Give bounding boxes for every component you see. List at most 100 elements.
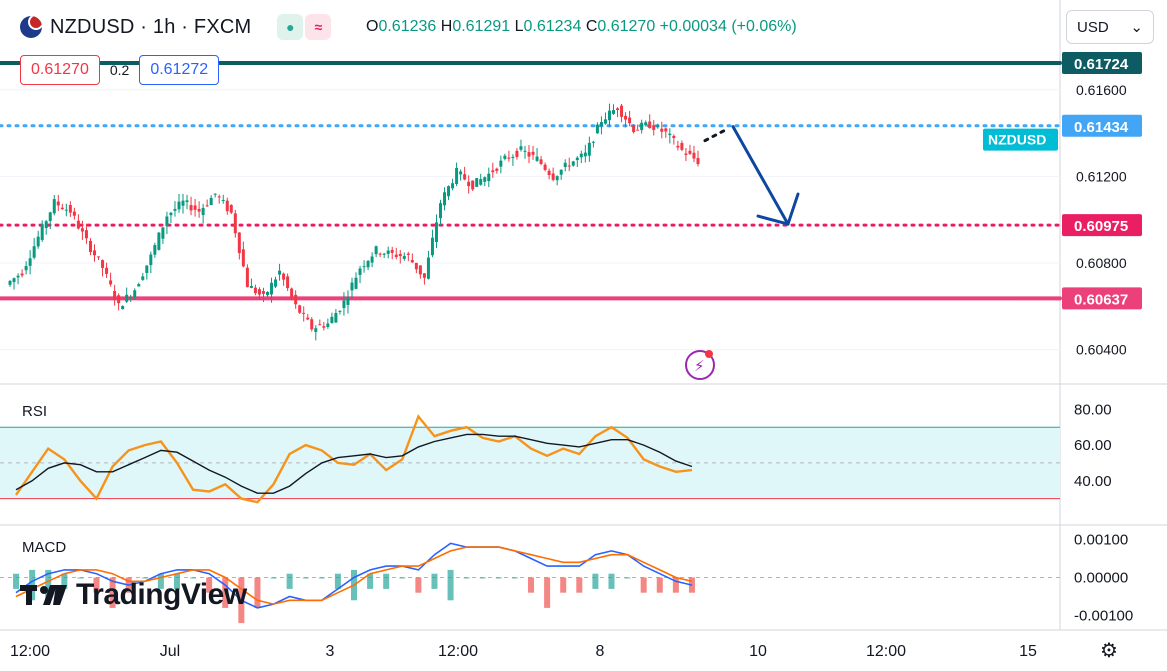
projection-arrow-head [756, 192, 800, 226]
rsi-tick-label: 40.00 [1074, 473, 1112, 490]
rsi-line [15, 414, 693, 504]
macd-histogram-bar [93, 577, 100, 593]
candle-body [278, 270, 282, 275]
candle-body [44, 221, 48, 229]
candle-body [20, 273, 24, 276]
candle-body [28, 258, 32, 266]
candle-body [479, 179, 483, 185]
candle-body [8, 280, 12, 285]
candle-body [145, 265, 149, 273]
time-tick-label: 3 [326, 643, 335, 660]
tradingview-logo[interactable]: TradingView [20, 578, 247, 612]
candle-body [571, 161, 575, 166]
candle-body [467, 181, 471, 187]
wave-icon: ≈ [305, 14, 332, 40]
candle-body [591, 141, 595, 143]
macd-histogram-bar [672, 577, 679, 593]
ohlc-readout: O0.61236 H0.61291 L0.61234 C0.61270 +0.0… [366, 18, 797, 35]
candle-body [68, 204, 72, 213]
candle-body [298, 305, 302, 313]
candle-body [346, 297, 350, 305]
macd-histogram-bar [45, 569, 52, 601]
candle-body [587, 142, 591, 156]
candle-body [603, 119, 607, 124]
candle-body [80, 228, 84, 232]
macd-histogram-bar [206, 577, 213, 593]
grid [0, 0, 1167, 631]
sell-button[interactable]: 0.61270 [20, 55, 100, 85]
candle-body [358, 268, 362, 275]
macd-tick-label: 0.00000 [1074, 570, 1128, 587]
low-value: 0.61234 [523, 18, 582, 35]
candle-body [121, 306, 125, 310]
candle-body [290, 288, 294, 298]
candle-body [197, 208, 201, 212]
candle-body [161, 227, 165, 239]
candle-body [266, 291, 269, 296]
price-level-tag [1062, 51, 1142, 74]
macd-histogram-bar [270, 577, 277, 579]
candle-body [282, 273, 286, 280]
candle-body [97, 256, 101, 258]
candle-body [386, 250, 390, 254]
price-level-tag [1062, 287, 1142, 310]
candle-body [322, 326, 326, 328]
candle-body [434, 222, 438, 243]
candle-body [270, 282, 274, 295]
status-pill[interactable]: ● ≈ [277, 14, 332, 40]
candle-body [443, 192, 447, 206]
candle-body [374, 246, 378, 255]
candle-body [60, 207, 64, 210]
nzd-flag-icon [20, 16, 42, 38]
candle-body [491, 170, 495, 173]
candle-body [16, 275, 20, 278]
rsi-pane: RSI [0, 403, 1060, 504]
candle-body [632, 125, 636, 133]
candle-body [181, 200, 185, 206]
trade-ticket: 0.61270 0.2 0.61272 [20, 55, 220, 85]
buy-button[interactable]: 0.61272 [139, 55, 220, 85]
candle-body [543, 164, 547, 170]
candle-body [459, 171, 463, 175]
macd-histogram-bar [302, 577, 309, 579]
candle-body [101, 260, 105, 268]
macd-histogram-bar [222, 577, 229, 608]
projection-dotted-path [703, 127, 730, 143]
candle-body [483, 177, 487, 182]
time-tick-label: 8 [596, 643, 605, 660]
rsi-ma-line [15, 433, 693, 494]
gear-icon[interactable]: ⚙ [1100, 640, 1118, 662]
candle-body [137, 284, 141, 287]
price-levels [0, 60, 1062, 301]
time-axis[interactable]: 12:00 Jul 3 12:00 8 10 12:00 15 [10, 643, 1037, 660]
candle-body [225, 200, 229, 212]
candle-body [414, 262, 418, 270]
currency-select[interactable]: USD ⌄ [1066, 10, 1154, 44]
rsi-tick-label: 60.00 [1074, 437, 1112, 454]
change-percent: (+0.06%) [731, 18, 797, 35]
change-value: +0.00034 [659, 18, 727, 35]
candle-body [680, 142, 684, 150]
candle-body [205, 205, 209, 207]
candle-body [527, 152, 531, 157]
price-axis[interactable]: 0.61600 0.61200 0.60800 0.60400 0.61724 0.614… [983, 51, 1142, 625]
candle-body [422, 273, 426, 278]
macd-histogram-bar [254, 577, 261, 608]
candle-body [555, 176, 559, 181]
price-tick-label: 0.60400 [1076, 342, 1127, 358]
candle-body [257, 289, 261, 295]
candle-body [583, 152, 587, 157]
candle-body [672, 135, 676, 139]
candle-body [318, 324, 322, 326]
spread-value: 0.2 [109, 62, 130, 78]
time-tick-label: 10 [749, 643, 767, 660]
candle-body [664, 128, 668, 132]
macd-histogram-bar [334, 573, 341, 589]
symbol-header[interactable]: NZDUSD · 1h · FXCM ● ≈ [20, 14, 332, 40]
macd-histogram-bar [463, 577, 470, 579]
candle-body [523, 150, 527, 152]
candle-body [48, 212, 52, 222]
open-value: 0.61236 [378, 18, 437, 35]
candle-body [314, 328, 318, 332]
